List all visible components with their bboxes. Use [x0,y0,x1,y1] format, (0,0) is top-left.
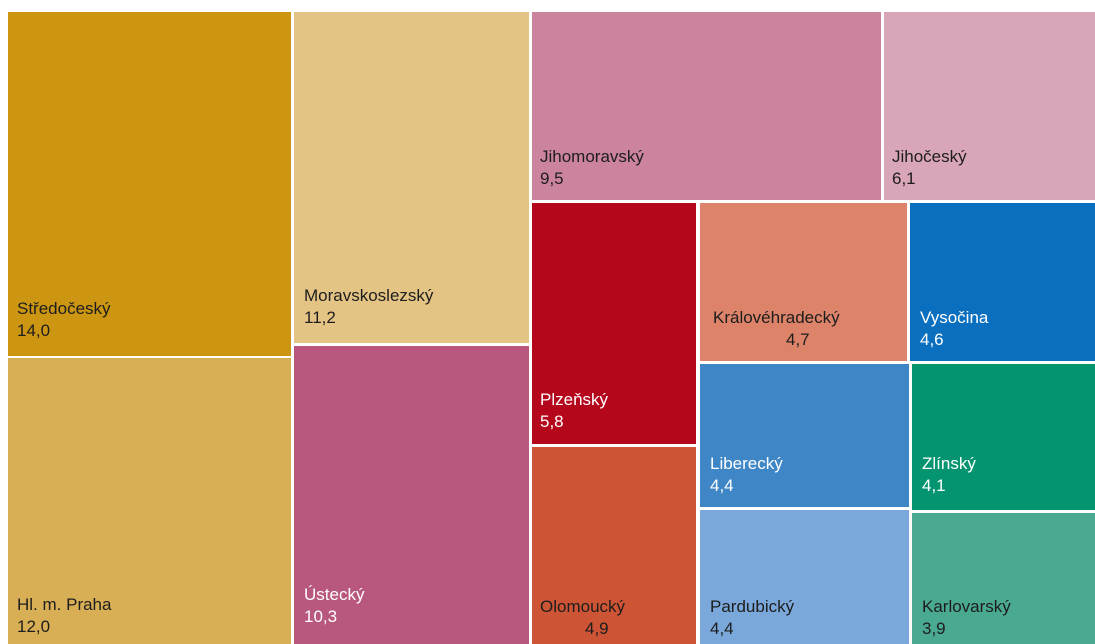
treemap-tile-liberecky: Liberecký 4,4 [700,364,909,507]
treemap-tile-karlovarsky: Karlovarský 3,9 [912,513,1095,644]
tile-value: 3,9 [922,619,946,638]
tile-name: Královéhradecký [713,308,840,327]
tile-value: 4,7 [786,330,810,349]
tile-name: Zlínský [922,454,976,473]
tile-value: 5,8 [540,412,564,431]
tile-name: Středočeský [17,299,111,318]
treemap-tile-ustecky: Ústecký 10,3 [294,346,529,644]
treemap-tile-olomoucky: Olomoucký 4,9 [532,447,696,644]
treemap-tile-kralovehradecky: Královéhradecký 4,7 [700,203,907,361]
tile-label: Moravskoslezský 11,2 [304,285,433,329]
tile-label: Ústecký 10,3 [304,584,364,628]
tile-label: Vysočina 4,6 [920,307,988,351]
treemap-tile-jihocesky: Jihočeský 6,1 [884,12,1095,200]
tile-value: 4,6 [920,330,944,349]
treemap-tile-hl-m-praha: Hl. m. Praha 12,0 [8,358,291,644]
tile-value: 4,4 [710,619,734,638]
tile-value: 9,5 [540,169,564,188]
treemap-tile-jihomoravsky: Jihomoravský 9,5 [532,12,881,200]
tile-name: Pardubický [710,597,795,616]
treemap-tile-moravskoslezsky: Moravskoslezský 11,2 [294,12,529,343]
treemap-tile-pardubicky: Pardubický 4,4 [700,510,909,644]
tile-value: 10,3 [304,607,338,626]
tile-name: Jihočeský [892,147,967,166]
tile-label: Jihomoravský 9,5 [540,146,644,190]
tile-label: Královéhradecký 4,7 [713,307,840,351]
treemap-tile-plzensky: Plzeňský 5,8 [532,203,696,444]
tile-label: Plzeňský 5,8 [540,389,608,433]
tile-name: Ústecký [304,585,365,604]
tile-value: 4,4 [710,476,734,495]
treemap-tile-zlinsky: Zlínský 4,1 [912,364,1095,510]
tile-value: 12,0 [17,617,51,636]
tile-value: 4,9 [585,619,609,638]
tile-name: Karlovarský [922,597,1011,616]
tile-label: Karlovarský 3,9 [922,596,1011,640]
tile-label: Středočeský 14,0 [17,298,111,342]
tile-label: Jihočeský 6,1 [892,146,967,190]
tile-name: Plzeňský [540,390,609,409]
treemap-tile-vysocina: Vysočina 4,6 [910,203,1095,361]
tile-value: 4,1 [922,476,946,495]
tile-label: Zlínský 4,1 [922,453,976,497]
tile-name: Moravskoslezský [304,286,434,305]
tile-label: Liberecký 4,4 [710,453,783,497]
tile-label: Hl. m. Praha 12,0 [17,594,111,638]
tile-name: Hl. m. Praha [17,595,112,614]
tile-label: Olomoucký 4,9 [540,596,625,640]
tile-name: Vysočina [920,308,989,327]
tile-value: 6,1 [892,169,916,188]
tile-value: 14,0 [17,321,51,340]
treemap-tile-stredocesky: Středočeský 14,0 [8,12,291,356]
tile-name: Liberecký [710,454,783,473]
tile-name: Jihomoravský [540,147,644,166]
tile-name: Olomoucký [540,597,626,616]
tile-value: 11,2 [304,308,336,327]
tile-label: Pardubický 4,4 [710,596,794,640]
